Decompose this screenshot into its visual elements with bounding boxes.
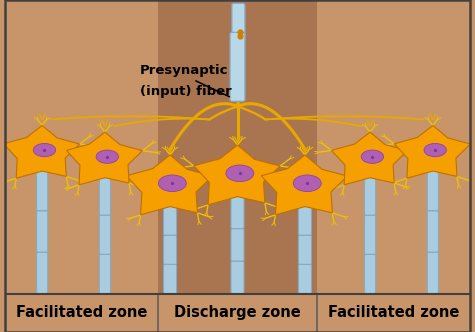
FancyBboxPatch shape <box>298 235 312 264</box>
Ellipse shape <box>96 150 118 163</box>
FancyBboxPatch shape <box>298 264 312 293</box>
Text: Presynaptic: Presynaptic <box>140 64 228 77</box>
FancyBboxPatch shape <box>99 215 111 254</box>
Ellipse shape <box>424 143 446 157</box>
Ellipse shape <box>33 143 56 157</box>
FancyBboxPatch shape <box>298 206 312 235</box>
Bar <box>5 0 470 294</box>
FancyBboxPatch shape <box>231 229 244 261</box>
Bar <box>5 294 470 332</box>
Ellipse shape <box>361 150 383 163</box>
Text: Facilitated zone: Facilitated zone <box>328 305 459 320</box>
Polygon shape <box>194 145 280 205</box>
FancyBboxPatch shape <box>364 215 376 254</box>
Polygon shape <box>394 125 470 178</box>
Polygon shape <box>66 132 142 185</box>
FancyBboxPatch shape <box>163 206 177 235</box>
FancyBboxPatch shape <box>231 196 244 229</box>
Ellipse shape <box>226 165 254 182</box>
FancyBboxPatch shape <box>232 3 245 41</box>
Text: Facilitated zone: Facilitated zone <box>16 305 147 320</box>
FancyBboxPatch shape <box>428 252 438 293</box>
FancyBboxPatch shape <box>428 211 438 252</box>
Polygon shape <box>261 155 348 215</box>
Polygon shape <box>126 155 213 215</box>
FancyBboxPatch shape <box>37 169 48 211</box>
Ellipse shape <box>159 175 186 192</box>
Ellipse shape <box>294 175 321 192</box>
FancyBboxPatch shape <box>163 264 177 293</box>
Polygon shape <box>332 132 408 185</box>
Bar <box>159 0 316 294</box>
FancyBboxPatch shape <box>364 176 376 215</box>
FancyBboxPatch shape <box>163 235 177 264</box>
Text: Discharge zone: Discharge zone <box>174 305 301 320</box>
FancyBboxPatch shape <box>364 254 376 293</box>
FancyBboxPatch shape <box>231 261 244 293</box>
FancyBboxPatch shape <box>37 252 48 293</box>
FancyBboxPatch shape <box>230 32 245 101</box>
Text: (input) fiber: (input) fiber <box>140 85 232 98</box>
Polygon shape <box>4 125 80 178</box>
FancyBboxPatch shape <box>37 211 48 252</box>
FancyBboxPatch shape <box>428 169 438 211</box>
FancyBboxPatch shape <box>99 176 111 215</box>
FancyBboxPatch shape <box>99 254 111 293</box>
